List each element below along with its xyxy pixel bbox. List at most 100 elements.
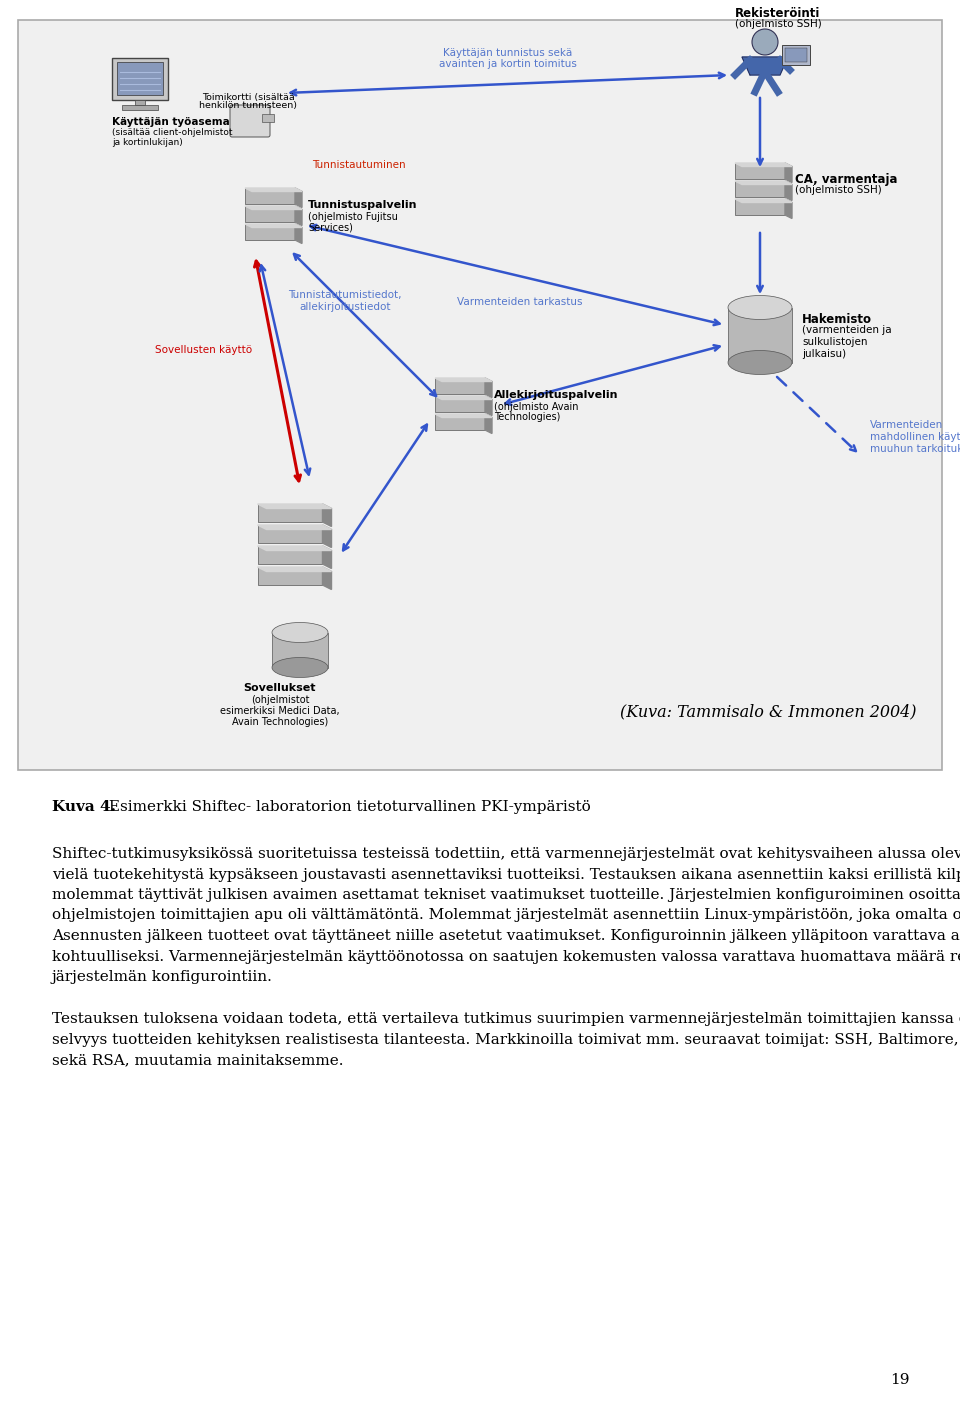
- Text: (ohjelmisto Fujitsu: (ohjelmisto Fujitsu: [308, 212, 397, 222]
- Bar: [735, 181, 785, 197]
- Polygon shape: [485, 415, 492, 433]
- Polygon shape: [735, 163, 792, 167]
- Bar: [735, 200, 785, 215]
- Polygon shape: [435, 378, 492, 382]
- Bar: [735, 163, 785, 180]
- Polygon shape: [323, 567, 331, 590]
- Text: Sovellukset: Sovellukset: [244, 683, 316, 693]
- Text: Services): Services): [308, 222, 353, 232]
- Text: (ohjelmisto Avain: (ohjelmisto Avain: [494, 402, 579, 412]
- Text: Shiftec-tutkimusyksikössä suoritetuissa testeissä todettiin, että varmennejärjes: Shiftec-tutkimusyksikössä suoritetuissa …: [52, 848, 960, 860]
- Bar: [782, 45, 810, 65]
- Polygon shape: [435, 396, 492, 399]
- Polygon shape: [735, 200, 792, 202]
- Text: Rekisteröinti: Rekisteröinti: [735, 7, 821, 20]
- Text: esimerkiksi Medici Data,: esimerkiksi Medici Data,: [220, 706, 340, 716]
- Polygon shape: [735, 181, 792, 184]
- Ellipse shape: [728, 296, 792, 320]
- Bar: [435, 378, 485, 393]
- Text: (Kuva: Tammisalo & Immonen 2004): (Kuva: Tammisalo & Immonen 2004): [620, 703, 917, 720]
- Polygon shape: [785, 163, 792, 183]
- Text: Varmenteiden: Varmenteiden: [870, 420, 944, 430]
- Polygon shape: [257, 504, 331, 508]
- Text: Allekirjoituspalvelin: Allekirjoituspalvelin: [494, 391, 618, 400]
- Bar: [272, 633, 328, 668]
- Polygon shape: [485, 396, 492, 416]
- Text: mahdollinen käyttö: mahdollinen käyttö: [870, 432, 960, 441]
- Bar: [245, 224, 295, 241]
- Text: Käyttäjän työasema: Käyttäjän työasema: [112, 117, 229, 127]
- Text: kohtuulliseksi. Varmennejärjestelmän käyttöönotossa on saatujen kokemusten valos: kohtuulliseksi. Varmennejärjestelmän käy…: [52, 949, 960, 964]
- Polygon shape: [323, 546, 331, 569]
- Bar: [435, 415, 485, 430]
- Text: Avain Technologies): Avain Technologies): [232, 717, 328, 727]
- Text: Kuva 4.: Kuva 4.: [52, 799, 116, 814]
- Text: selvyys tuotteiden kehityksen realistisesta tilanteesta. Markkinoilla toimivat m: selvyys tuotteiden kehityksen realistise…: [52, 1033, 960, 1047]
- Text: Testauksen tuloksena voidaan todeta, että vertaileva tutkimus suurimpien varmenn: Testauksen tuloksena voidaan todeta, ett…: [52, 1013, 960, 1026]
- Text: CA, varmentaja: CA, varmentaja: [795, 173, 898, 185]
- Polygon shape: [435, 415, 492, 417]
- Text: julkaisu): julkaisu): [802, 350, 846, 359]
- Polygon shape: [485, 378, 492, 398]
- Polygon shape: [245, 188, 302, 191]
- Text: ja kortinlukijan): ja kortinlukijan): [112, 139, 182, 147]
- Text: Sovellusten käyttö: Sovellusten käyttö: [155, 345, 252, 355]
- Bar: [257, 504, 323, 522]
- Polygon shape: [257, 546, 331, 550]
- Bar: [257, 525, 323, 543]
- Text: ohjelmistojen toimittajien apu oli välttämätöntä. Molemmat järjestelmät asennett: ohjelmistojen toimittajien apu oli vältt…: [52, 908, 960, 923]
- Polygon shape: [323, 525, 331, 548]
- Bar: [728, 307, 792, 362]
- Text: (ohjelmistot: (ohjelmistot: [251, 695, 309, 705]
- Text: Esimerkki Shiftec- laboratorion tietoturvallinen PKI-ympäristö: Esimerkki Shiftec- laboratorion tietotur…: [104, 799, 590, 814]
- Bar: [112, 58, 168, 100]
- Bar: [257, 546, 323, 565]
- Text: Tunnistuspalvelin: Tunnistuspalvelin: [308, 200, 418, 209]
- Bar: [435, 396, 485, 412]
- Polygon shape: [323, 504, 331, 526]
- Text: (ohjelmisto SSH): (ohjelmisto SSH): [795, 185, 881, 195]
- Text: vielä tuotekehitystä kypsäkseen joustavasti asennettaviksi tuotteiksi. Testaukse: vielä tuotekehitystä kypsäkseen joustava…: [52, 867, 960, 882]
- Text: Toimikortti (sisältää: Toimikortti (sisältää: [202, 93, 295, 102]
- Bar: [122, 105, 158, 110]
- Bar: [245, 188, 295, 204]
- Ellipse shape: [272, 658, 328, 678]
- Ellipse shape: [728, 351, 792, 375]
- Polygon shape: [245, 224, 302, 228]
- Text: (sisältää client-ohjelmistot: (sisältää client-ohjelmistot: [112, 127, 232, 137]
- Text: Tunnistautumistiedot,: Tunnistautumistiedot,: [288, 290, 401, 300]
- Polygon shape: [295, 207, 302, 225]
- Text: Asennusten jälkeen tuotteet ovat täyttäneet niille asetetut vaatimukset. Konfigu: Asennusten jälkeen tuotteet ovat täyttän…: [52, 930, 960, 942]
- Polygon shape: [785, 181, 792, 201]
- Text: Käyttäjän tunnistus sekä: Käyttäjän tunnistus sekä: [444, 48, 572, 58]
- Bar: [785, 48, 807, 62]
- FancyBboxPatch shape: [230, 105, 270, 137]
- Text: Technologies): Technologies): [494, 412, 561, 422]
- Text: 19: 19: [891, 1373, 910, 1387]
- Text: muuhun tarkoitukseen: muuhun tarkoitukseen: [870, 444, 960, 454]
- Text: Hakemisto: Hakemisto: [802, 313, 872, 325]
- Ellipse shape: [272, 623, 328, 642]
- Polygon shape: [785, 200, 792, 218]
- Text: järjestelmän konfigurointiin.: järjestelmän konfigurointiin.: [52, 971, 273, 983]
- Text: avainten ja kortin toimitus: avainten ja kortin toimitus: [439, 59, 577, 69]
- Text: sulkulistojen: sulkulistojen: [802, 337, 868, 347]
- Polygon shape: [295, 224, 302, 243]
- Bar: [117, 62, 163, 95]
- Circle shape: [752, 28, 778, 55]
- Polygon shape: [295, 188, 302, 208]
- Bar: [262, 115, 274, 122]
- Polygon shape: [257, 525, 331, 529]
- Polygon shape: [245, 207, 302, 209]
- Bar: [18, 20, 942, 770]
- Text: allekirjoitustiedot: allekirjoitustiedot: [300, 301, 391, 311]
- Text: (varmenteiden ja: (varmenteiden ja: [802, 325, 892, 335]
- Text: henkilön tunnisteen): henkilön tunnisteen): [199, 100, 297, 110]
- Text: molemmat täyttivät julkisen avaimen asettamat tekniset vaatimukset tuotteille. J: molemmat täyttivät julkisen avaimen aset…: [52, 889, 960, 901]
- Bar: [257, 567, 323, 584]
- Bar: [245, 207, 295, 222]
- Text: (ohjelmisto SSH): (ohjelmisto SSH): [734, 18, 822, 28]
- Text: sekä RSA, muutamia mainitaksemme.: sekä RSA, muutamia mainitaksemme.: [52, 1054, 344, 1067]
- Bar: [135, 100, 145, 105]
- Polygon shape: [257, 567, 331, 572]
